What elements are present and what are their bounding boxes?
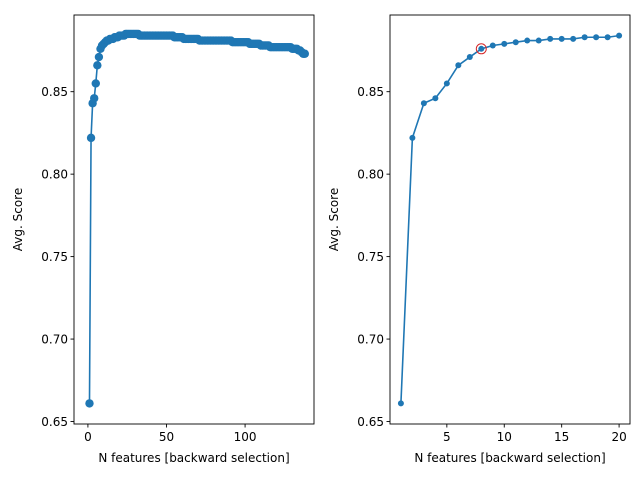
left-data-point (86, 133, 96, 143)
right-y-tick-label: 0.85 (357, 85, 384, 99)
right-data-point (466, 54, 473, 61)
right-x-tick-label: 20 (611, 430, 626, 444)
left-y-tick-label: 0.85 (41, 85, 68, 99)
right-data-point (443, 80, 450, 87)
right-data-point (535, 37, 542, 44)
left-data-point (94, 52, 104, 62)
left-y-tick-label: 0.80 (41, 167, 68, 181)
right-data-point (409, 134, 416, 141)
right-data-point (501, 40, 508, 47)
left-y-tick-label: 0.70 (41, 332, 68, 346)
right-y-tick-label: 0.80 (357, 167, 384, 181)
right-y-axis-label: Avg. Score (327, 188, 341, 251)
right-axes-frame (389, 14, 631, 425)
left-y-axis-label: Avg. Score (11, 188, 25, 251)
right-x-tick-label: 10 (497, 430, 512, 444)
right-series-line (400, 34, 620, 404)
right-data-point (616, 32, 623, 39)
right-data-point (512, 39, 519, 46)
right-data-point (604, 34, 611, 41)
left-x-tick-label: 100 (234, 430, 257, 444)
left-axes-frame (73, 14, 315, 425)
left-y-tick-label: 0.65 (41, 415, 68, 429)
left-x-tick-label: 0 (84, 430, 92, 444)
right-data-point (478, 45, 485, 52)
left-x-axis-label: N features [backward selection] (98, 451, 289, 465)
left-data-point (93, 61, 102, 70)
left-data-point (90, 94, 99, 103)
right-y-tick-label: 0.65 (357, 415, 384, 429)
right-y-tick-label: 0.70 (357, 332, 384, 346)
right-data-point (524, 37, 531, 44)
right-data-point (570, 35, 577, 42)
right-highlight-marker (475, 43, 487, 55)
right-data-point (455, 62, 462, 69)
right-chart-panel: 5 10 15 20 0.65 0.70 0.75 0.80 0.85 N features [b… (327, 14, 631, 465)
right-data-point (420, 100, 427, 107)
right-x-tick-label: 15 (554, 430, 569, 444)
right-data-point (581, 34, 588, 41)
right-x-tick-label: 5 (443, 430, 451, 444)
left-y-tick-label: 0.75 (41, 250, 68, 264)
left-data-point (300, 49, 310, 58)
right-x-axis-label: N features [backward selection] (414, 451, 605, 465)
right-y-tick-label: 0.75 (357, 250, 384, 264)
left-data-point (85, 399, 94, 408)
left-chart-panel: 0 50 100 0.65 0.70 0.75 0.80 0.85 N features [ba… (11, 14, 315, 465)
left-series-line (88, 33, 305, 404)
left-x-tick-label: 50 (159, 430, 174, 444)
right-data-point (547, 35, 554, 42)
right-data-point (489, 42, 496, 49)
right-data-point (397, 400, 404, 407)
left-data-point (91, 79, 100, 88)
right-data-point (593, 34, 600, 41)
right-data-point (558, 35, 565, 42)
right-data-point (432, 95, 439, 102)
